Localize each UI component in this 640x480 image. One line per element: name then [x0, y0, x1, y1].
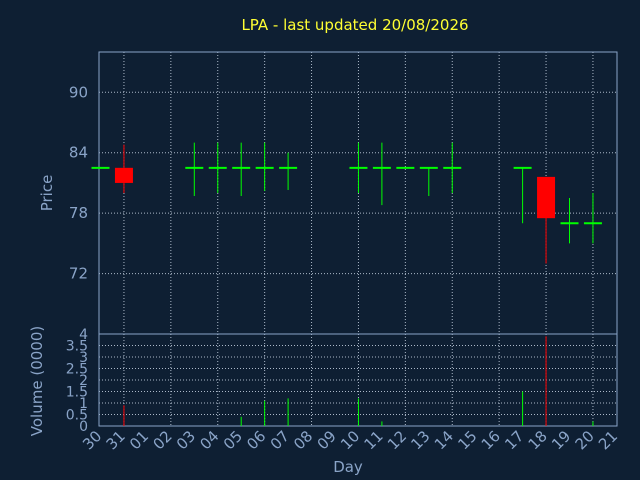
- day-tick-label: 02: [149, 427, 175, 453]
- candle-20: [583, 193, 602, 244]
- candle-17: [513, 166, 532, 224]
- candle-05: [232, 142, 251, 197]
- candle-10: [349, 142, 368, 193]
- volume-axis: 00.511.522.533.54: [66, 327, 88, 435]
- day-tick-label: 12: [384, 427, 410, 453]
- volume-tick-label: 4: [79, 327, 88, 343]
- candle-11: [372, 142, 391, 206]
- candle-03: [185, 142, 204, 197]
- volume-axis-label: Volume (0000): [28, 326, 46, 436]
- day-tick-label: 11: [360, 427, 386, 453]
- price-tick-label: 90: [69, 83, 88, 101]
- candles: [91, 142, 602, 264]
- day-tick-label: 16: [478, 427, 504, 453]
- day-tick-label: 07: [267, 427, 293, 453]
- day-tick-label: 14: [431, 427, 457, 453]
- day-tick-label: 21: [595, 427, 621, 453]
- candle-body: [114, 167, 133, 183]
- candle-07: [279, 152, 298, 190]
- price-axis-label: Price: [38, 175, 56, 212]
- volume-tick-label: 0.5: [66, 408, 88, 424]
- volume-tick-label: 1: [79, 396, 88, 412]
- volume-tick-label: 3: [79, 350, 88, 366]
- volume-tick-label: 3.5: [66, 339, 88, 355]
- day-tick-label: 09: [314, 427, 340, 453]
- day-axis: 3031010203040506070809101112131415161718…: [79, 427, 621, 453]
- candle-19: [560, 198, 579, 244]
- day-tick-label: 13: [407, 427, 433, 453]
- candle-18: [537, 176, 556, 264]
- price-tick-label: 72: [69, 265, 88, 283]
- day-tick-label: 17: [501, 427, 527, 453]
- day-tick-label: 20: [572, 427, 598, 453]
- day-tick-label: 06: [243, 427, 269, 453]
- volume-tick-label: 2.5: [66, 362, 88, 378]
- day-tick-label: 18: [525, 427, 551, 453]
- day-tick-label: 31: [103, 427, 129, 453]
- day-tick-label: 03: [173, 427, 199, 453]
- day-tick-label: 10: [337, 427, 363, 453]
- volume-tick-label: 0: [79, 419, 88, 435]
- volume-bars: [123, 336, 594, 426]
- volume-tick-label: 1.5: [66, 385, 88, 401]
- price-tick-label: 84: [69, 144, 88, 162]
- day-tick-label: 15: [454, 427, 480, 453]
- volume-tick-label: 2: [79, 373, 88, 389]
- day-tick-label: 19: [548, 427, 574, 453]
- candle-14: [443, 142, 462, 193]
- day-tick-label: 01: [126, 427, 152, 453]
- candle-31: [114, 144, 133, 193]
- chart-title: LPA - last updated 20/08/2026: [241, 16, 468, 34]
- candle-06: [255, 142, 274, 191]
- candle-04: [208, 142, 227, 193]
- x-axis-label: Day: [333, 458, 363, 476]
- day-tick-label: 08: [290, 427, 316, 453]
- day-tick-label: 05: [220, 427, 246, 453]
- price-tick-label: 78: [69, 204, 88, 222]
- day-tick-label: 04: [196, 427, 222, 453]
- candle-body: [537, 176, 556, 219]
- candle-13: [419, 166, 438, 197]
- price-axis: 72 78 84 90: [69, 83, 88, 282]
